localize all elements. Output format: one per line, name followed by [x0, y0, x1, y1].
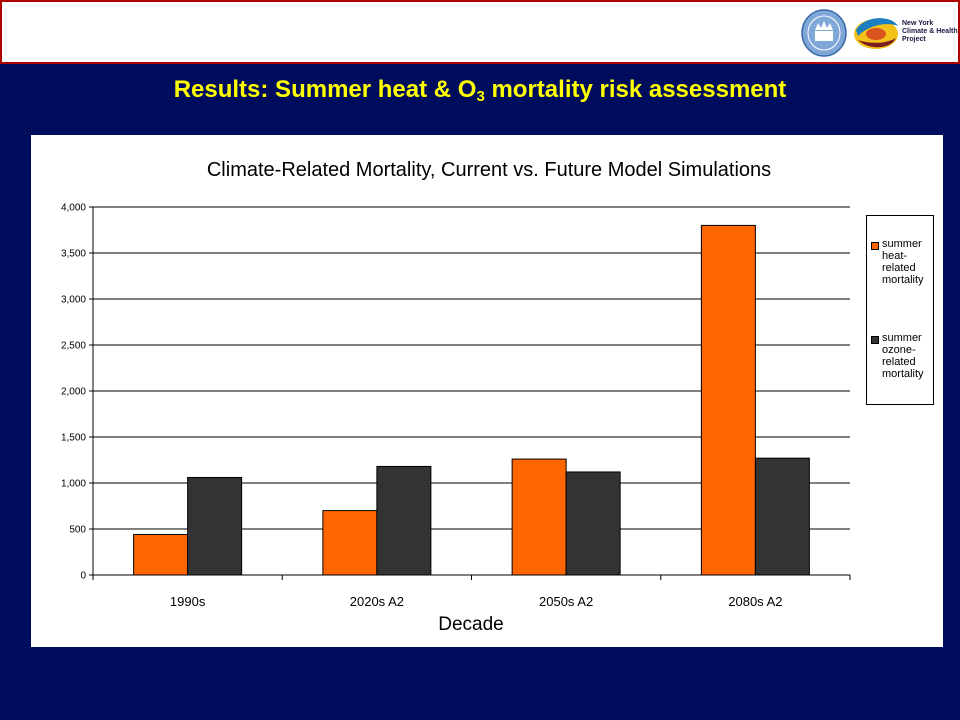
- x-category-label: 2020s A2: [350, 594, 404, 609]
- bar-chart: Climate-Related Mortality, Current vs. F…: [61, 159, 851, 635]
- legend-label-line: mortality: [882, 368, 924, 380]
- columbia-seal-logo: [801, 9, 847, 57]
- axes: 0 500 1,000 1,500 2,000 2,500 3,000 3,500 4,000 1…: [61, 203, 851, 609]
- y-tick-label: 1,500: [61, 433, 86, 444]
- legend-swatch-ozone: [871, 336, 879, 344]
- legend-label-heat: summer heat- related mortality: [882, 238, 936, 286]
- legend-label-line: related: [882, 356, 916, 368]
- y-tick-label: 3,500: [61, 249, 86, 260]
- legend-label-ozone: summer ozone- related mortality: [882, 332, 936, 380]
- y-tick-label: 500: [69, 525, 86, 536]
- slide-title-part: Results: Summer heat & O: [173, 76, 477, 103]
- logo-text-line: Climate & Health: [902, 28, 958, 35]
- slide-title-part: mortality risk assessment: [484, 76, 787, 103]
- chart-legend: summer heat- related mortality summer oz…: [866, 215, 934, 405]
- bar-heat: [322, 510, 378, 576]
- climate-health-project-logo-text: New York Climate & Health Project: [902, 20, 960, 44]
- legend-label-line: summer: [882, 332, 922, 344]
- y-tick-label: 4,000: [61, 203, 86, 214]
- legend-label-line: heat-: [882, 250, 908, 262]
- y-tick-label: 0: [80, 571, 86, 582]
- legend-swatch-heat: [871, 242, 879, 250]
- x-category-label: 1990s: [170, 594, 206, 609]
- logo-text-line: New York: [902, 20, 934, 27]
- bar-ozone: [187, 476, 243, 576]
- bar-ozone: [565, 471, 621, 576]
- x-category-label: 2050s A2: [539, 594, 593, 609]
- slide-title: Results: Summer heat & O3 mortality risk…: [0, 76, 960, 105]
- x-category-label: 2080s A2: [728, 594, 782, 609]
- legend-label-line: mortality: [882, 274, 924, 286]
- legend-label-line: summer: [882, 238, 922, 250]
- legend-label-line: ozone-: [882, 344, 916, 356]
- bar-heat: [511, 458, 567, 576]
- chart-title: Climate-Related Mortality, Current vs. F…: [207, 159, 771, 181]
- logo-text-line: Project: [902, 36, 926, 43]
- bar-ozone: [376, 465, 432, 576]
- slide-title-subscript: 3: [476, 88, 485, 105]
- chart-panel: Climate-Related Mortality, Current vs. F…: [31, 135, 943, 647]
- y-tick-label: 2,000: [61, 387, 86, 398]
- y-tick-label: 1,000: [61, 479, 86, 490]
- y-tick-label: 3,000: [61, 295, 86, 306]
- header-band: New York Climate & Health Project: [0, 0, 960, 64]
- bar-heat: [133, 534, 189, 576]
- bar-heat: [700, 224, 756, 576]
- bars: [133, 224, 810, 576]
- legend-label-line: related: [882, 262, 916, 274]
- climate-health-project-logo: [854, 18, 898, 49]
- x-axis-title: Decade: [438, 614, 504, 635]
- y-tick-label: 2,500: [61, 341, 86, 352]
- bar-ozone: [754, 457, 810, 576]
